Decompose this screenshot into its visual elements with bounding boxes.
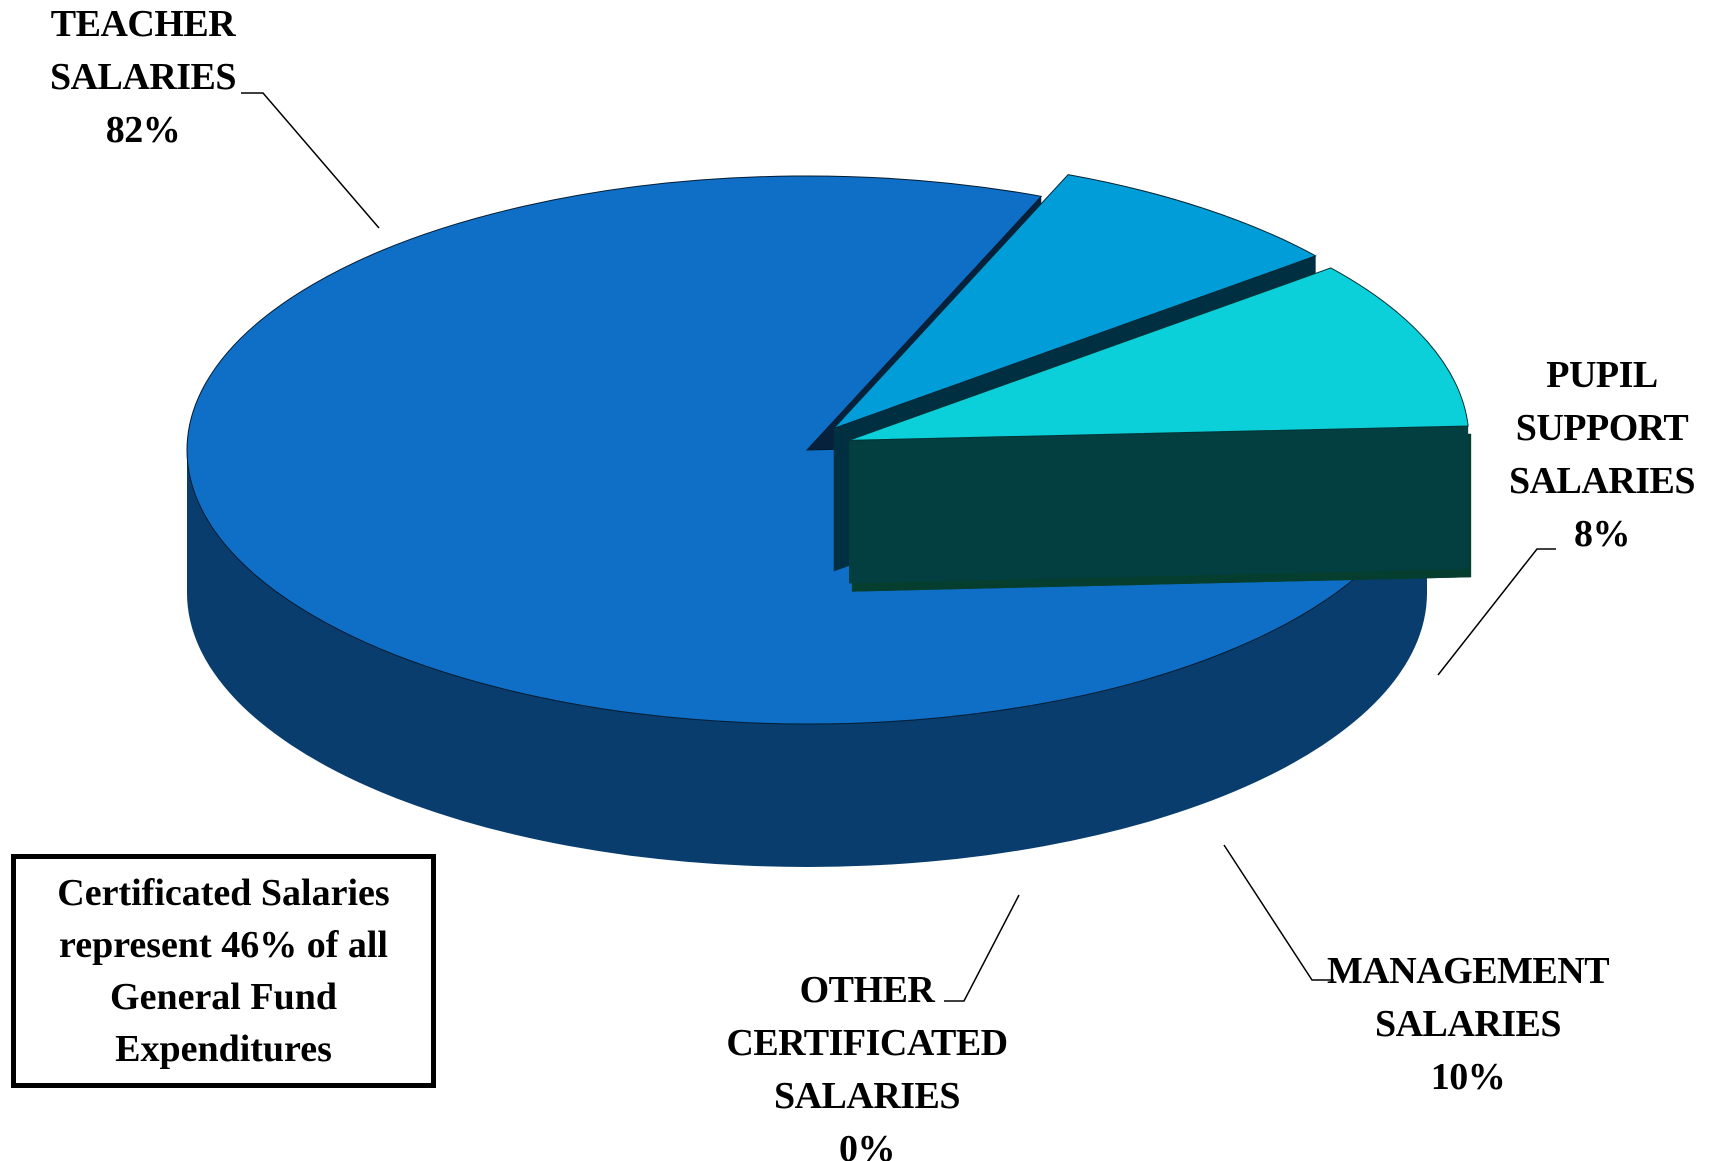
slice — [186, 175, 1428, 725]
slice-label: PUPIL SUPPORT SALARIES 8% — [1495, 349, 1710, 561]
leader-line — [241, 92, 380, 229]
value-label: 82% — [105, 109, 181, 151]
category-label: TEACHER SALARIES — [49, 3, 237, 98]
annotation-box: Certificated Salaries represent 46% of a… — [11, 854, 436, 1088]
slice — [848, 267, 1469, 441]
slice-side — [187, 450, 1427, 867]
leader-line — [944, 894, 1020, 1002]
slice-wall — [849, 425, 1469, 584]
slice-label: OTHER CERTIFICATED SALARIES 0% — [717, 964, 1017, 1161]
category-label: MANAGEMENT SALARIES — [1326, 950, 1610, 1045]
value-label: 8% — [1574, 513, 1631, 555]
slice — [833, 174, 1317, 429]
category-label: OTHER CERTIFICATED SALARIES — [726, 969, 1008, 1117]
leader-line — [1437, 548, 1556, 676]
value-label: 0% — [839, 1128, 896, 1161]
category-label: PUPIL SUPPORT SALARIES — [1508, 354, 1696, 502]
annotation: Certificated Salaries represent 46% of a… — [57, 872, 390, 1070]
value-label: 10% — [1430, 1056, 1506, 1098]
leader-line — [1223, 844, 1334, 981]
slice-label: MANAGEMENT SALARIES 10% — [1323, 945, 1613, 1104]
slice-label: TEACHER SALARIES 82% — [28, 0, 258, 157]
